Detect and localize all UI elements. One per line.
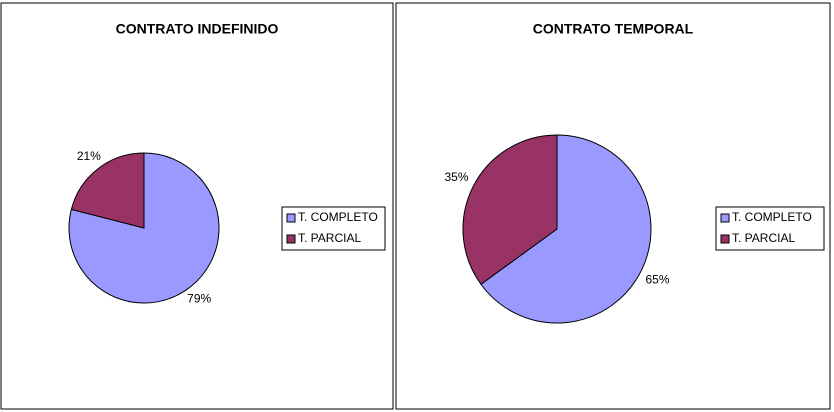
data-label: 65% (645, 272, 669, 286)
data-label: 21% (77, 149, 101, 163)
legend-label: T. PARCIAL (732, 231, 795, 245)
data-label: 35% (444, 170, 468, 184)
pie-slice (480, 134, 652, 324)
pie-slice (70, 152, 145, 229)
chart-title: CONTRATO TEMPORAL (533, 21, 694, 37)
chart-title: CONTRATO INDEFINIDO (116, 21, 279, 37)
legend-label: T. COMPLETO (298, 210, 378, 224)
legend-swatch (286, 234, 296, 244)
legend-swatch (286, 213, 296, 223)
legend-box (715, 206, 825, 251)
legend-label: T. PARCIAL (298, 231, 361, 245)
legend-box (281, 206, 386, 251)
legend-swatch (720, 213, 730, 223)
pie-slice (462, 134, 558, 285)
legend-swatch (720, 234, 730, 244)
data-label: 79% (187, 291, 211, 305)
legend-label: T. COMPLETO (732, 210, 812, 224)
